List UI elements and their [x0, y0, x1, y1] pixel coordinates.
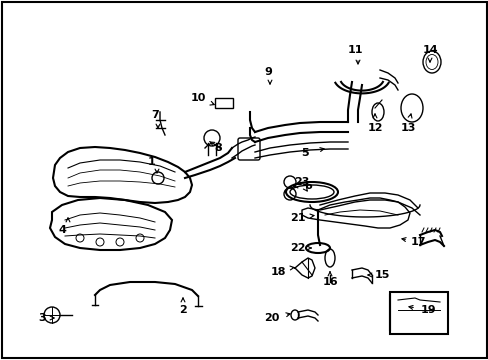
Text: 10: 10	[190, 93, 205, 103]
Text: 23: 23	[294, 177, 309, 187]
Text: 21: 21	[290, 213, 305, 223]
Text: 16: 16	[322, 277, 337, 287]
Text: 7: 7	[151, 110, 159, 120]
Text: 22: 22	[290, 243, 305, 253]
Text: 12: 12	[366, 123, 382, 133]
Text: 2: 2	[179, 305, 186, 315]
Text: 17: 17	[409, 237, 425, 247]
Text: 18: 18	[270, 267, 285, 277]
Text: 3: 3	[38, 313, 46, 323]
Text: 6: 6	[304, 181, 311, 191]
Text: 4: 4	[58, 225, 66, 235]
Text: 19: 19	[419, 305, 435, 315]
Text: 9: 9	[264, 67, 271, 77]
Text: 5: 5	[301, 148, 308, 158]
Text: 1: 1	[148, 157, 156, 167]
Text: 13: 13	[400, 123, 415, 133]
Text: 14: 14	[421, 45, 437, 55]
Text: 15: 15	[373, 270, 389, 280]
Text: 8: 8	[214, 143, 222, 153]
Text: 20: 20	[264, 313, 279, 323]
Text: 11: 11	[346, 45, 362, 55]
